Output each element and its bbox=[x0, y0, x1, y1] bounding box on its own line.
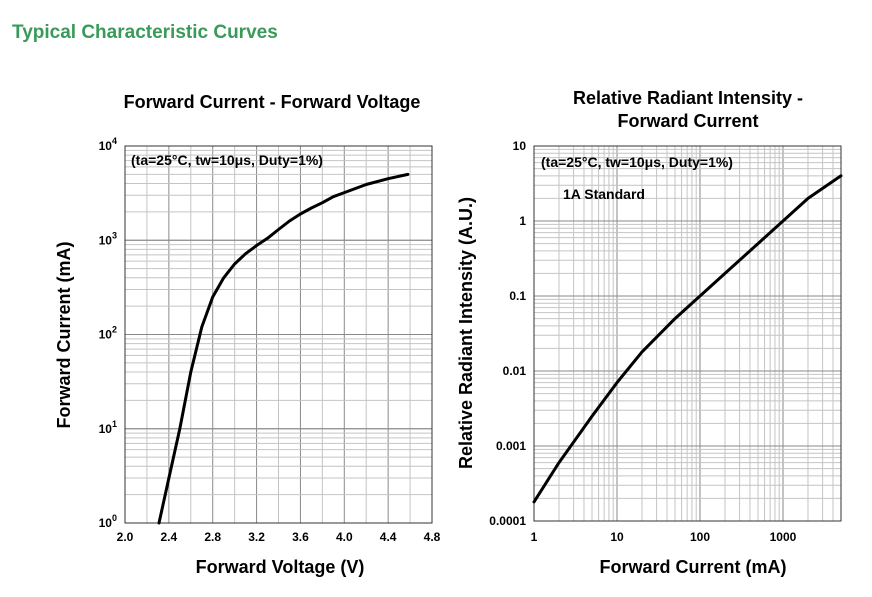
chart2-x-label: Forward Current (mA) bbox=[599, 557, 786, 577]
chart1-y-tick: 102 bbox=[99, 325, 117, 342]
chart2-x-tick: 1000 bbox=[770, 530, 797, 544]
chart1-x-tick: 4.4 bbox=[380, 530, 397, 544]
chart2-annotation-standard: 1A Standard bbox=[563, 186, 645, 202]
chart2-y-tick: 0.1 bbox=[509, 289, 526, 303]
chart1-x-ticks: 2.0 2.4 2.8 3.2 3.6 4.0 4.4 4.8 bbox=[117, 530, 441, 544]
chart1-annotation: (ta=25°C, tw=10μs, Duty=1%) bbox=[131, 152, 323, 168]
chart1-series bbox=[157, 172, 410, 525]
chart1-x-tick: 2.4 bbox=[161, 530, 178, 544]
chart1-y-label: Forward Current (mA) bbox=[54, 241, 74, 428]
chart2-x-tick: 100 bbox=[690, 530, 710, 544]
chart2-y-tick: 0.0001 bbox=[489, 514, 526, 528]
chart1-x-tick: 2.8 bbox=[204, 530, 221, 544]
chart2-frame bbox=[533, 145, 842, 522]
chart2-y-ticks: 0.0001 0.001 0.01 0.1 1 10 bbox=[489, 139, 526, 528]
chart2-title-line1: Relative Radiant Intensity - bbox=[573, 88, 803, 108]
chart1-x-tick: 4.8 bbox=[424, 530, 441, 544]
chart2-y-label: Relative Radiant Intensity (A.U.) bbox=[456, 197, 476, 469]
chart2-x-tick: 10 bbox=[610, 530, 624, 544]
radiant-intensity-chart: Relative Radiant Intensity - Forward Cur… bbox=[456, 88, 843, 577]
chart1-y-ticks: 100 101 102 103 104 bbox=[99, 136, 117, 530]
chart2-grid bbox=[533, 145, 842, 522]
chart1-x-label: Forward Voltage (V) bbox=[196, 557, 365, 577]
chart1-line bbox=[157, 172, 410, 525]
chart2-annotation: (ta=25°C, tw=10μs, Duty=1%) bbox=[541, 154, 733, 170]
chart2-y-tick: 1 bbox=[519, 214, 526, 228]
chart2-x-tick: 1 bbox=[531, 530, 538, 544]
forward-voltage-chart: Forward Current - Forward Voltage (ta=25… bbox=[54, 92, 441, 577]
chart2-line bbox=[532, 174, 843, 504]
page-heading: Typical Characteristic Curves bbox=[12, 22, 278, 43]
chart2-x-ticks: 1 10 100 1000 bbox=[531, 530, 797, 544]
chart2-series bbox=[532, 174, 843, 504]
chart1-x-tick: 2.0 bbox=[117, 530, 134, 544]
chart1-y-tick: 100 bbox=[99, 513, 117, 530]
chart1-x-tick: 3.2 bbox=[248, 530, 265, 544]
chart1-frame bbox=[124, 145, 433, 524]
chart2-y-tick: 0.001 bbox=[496, 439, 526, 453]
chart2-title-line2: Forward Current bbox=[617, 111, 758, 131]
chart2-y-tick: 0.01 bbox=[503, 364, 527, 378]
chart1-x-tick: 3.6 bbox=[292, 530, 309, 544]
chart1-x-tick: 4.0 bbox=[336, 530, 353, 544]
chart1-y-tick: 101 bbox=[99, 419, 117, 436]
chart1-y-tick: 104 bbox=[99, 136, 117, 153]
chart2-y-tick: 10 bbox=[513, 139, 527, 153]
chart1-title: Forward Current - Forward Voltage bbox=[124, 92, 421, 112]
chart1-y-tick: 103 bbox=[99, 230, 117, 247]
